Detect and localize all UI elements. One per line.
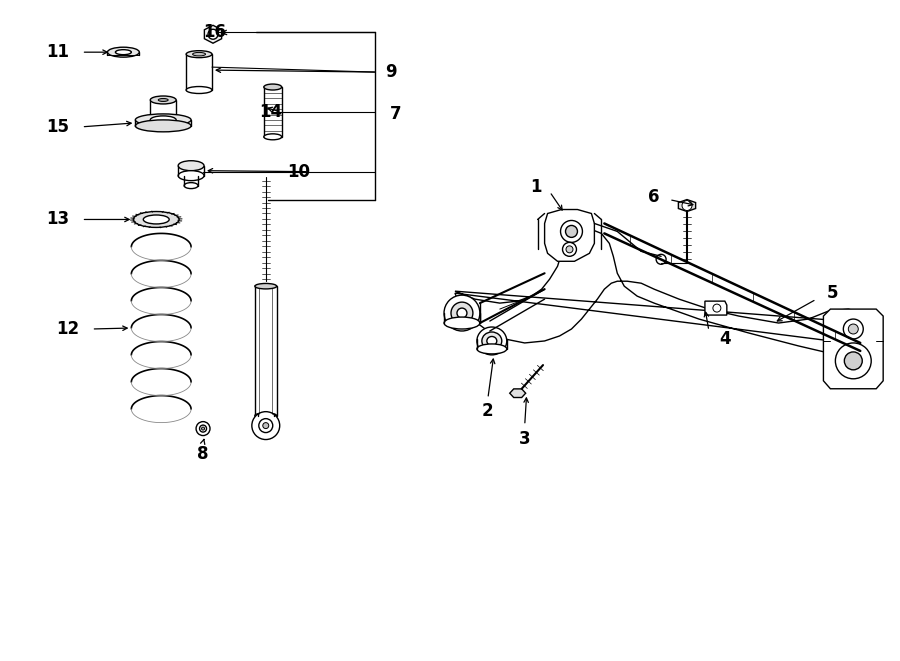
Circle shape xyxy=(208,29,218,39)
Ellipse shape xyxy=(477,327,507,355)
Ellipse shape xyxy=(150,116,176,124)
Text: 9: 9 xyxy=(385,63,397,81)
Ellipse shape xyxy=(186,87,212,93)
Polygon shape xyxy=(509,389,526,397)
Ellipse shape xyxy=(200,425,206,432)
Circle shape xyxy=(561,221,582,243)
Ellipse shape xyxy=(487,336,497,346)
Circle shape xyxy=(566,246,573,253)
Circle shape xyxy=(263,422,269,428)
Circle shape xyxy=(565,225,578,237)
Ellipse shape xyxy=(135,114,191,126)
Text: 6: 6 xyxy=(648,188,659,206)
Ellipse shape xyxy=(150,96,176,104)
Polygon shape xyxy=(204,25,221,43)
Ellipse shape xyxy=(196,422,210,436)
Text: 2: 2 xyxy=(482,402,494,420)
Ellipse shape xyxy=(264,84,282,90)
Polygon shape xyxy=(705,301,727,315)
Text: 5: 5 xyxy=(826,284,838,302)
Circle shape xyxy=(843,319,863,339)
Ellipse shape xyxy=(193,52,205,56)
Ellipse shape xyxy=(184,182,198,188)
Ellipse shape xyxy=(158,98,168,102)
Circle shape xyxy=(682,200,692,210)
Ellipse shape xyxy=(133,212,179,227)
Text: 15: 15 xyxy=(47,118,69,136)
Polygon shape xyxy=(824,309,883,389)
Ellipse shape xyxy=(477,344,507,354)
Text: 16: 16 xyxy=(202,23,226,41)
Ellipse shape xyxy=(178,171,204,180)
Ellipse shape xyxy=(143,215,169,224)
Circle shape xyxy=(849,324,859,334)
Circle shape xyxy=(844,352,862,370)
Polygon shape xyxy=(255,286,276,416)
Polygon shape xyxy=(150,100,176,120)
Polygon shape xyxy=(186,54,212,90)
Text: 13: 13 xyxy=(47,210,69,229)
Polygon shape xyxy=(679,200,696,212)
Circle shape xyxy=(656,254,666,264)
Text: 14: 14 xyxy=(259,103,283,121)
Ellipse shape xyxy=(444,295,480,331)
Text: 11: 11 xyxy=(47,43,69,61)
Ellipse shape xyxy=(178,161,204,171)
Circle shape xyxy=(713,304,721,312)
Text: 8: 8 xyxy=(197,446,209,463)
Circle shape xyxy=(259,418,273,432)
Ellipse shape xyxy=(264,134,282,140)
Ellipse shape xyxy=(107,47,140,57)
Ellipse shape xyxy=(482,332,502,350)
Ellipse shape xyxy=(255,284,276,289)
Ellipse shape xyxy=(457,308,467,318)
Text: 10: 10 xyxy=(288,163,310,180)
Ellipse shape xyxy=(135,120,191,132)
Ellipse shape xyxy=(444,317,480,329)
Ellipse shape xyxy=(186,51,212,58)
Polygon shape xyxy=(544,210,594,261)
Text: 12: 12 xyxy=(57,320,79,338)
Text: 7: 7 xyxy=(391,105,402,123)
Ellipse shape xyxy=(202,427,204,430)
Circle shape xyxy=(252,412,280,440)
Ellipse shape xyxy=(451,302,472,324)
Ellipse shape xyxy=(115,50,131,55)
Circle shape xyxy=(835,343,871,379)
Ellipse shape xyxy=(150,116,176,124)
Text: 3: 3 xyxy=(519,430,530,447)
Text: 1: 1 xyxy=(530,178,542,196)
Ellipse shape xyxy=(255,413,276,418)
Polygon shape xyxy=(264,87,282,137)
Text: 4: 4 xyxy=(719,330,731,348)
Circle shape xyxy=(562,243,577,256)
Polygon shape xyxy=(455,229,870,356)
